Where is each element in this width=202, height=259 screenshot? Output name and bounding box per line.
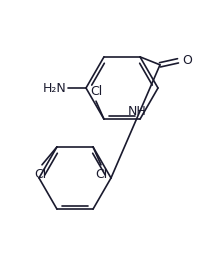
Text: NH: NH [128,105,147,118]
Text: H₂N: H₂N [42,82,66,95]
Text: Cl: Cl [95,168,107,181]
Text: Cl: Cl [90,85,102,98]
Text: Cl: Cl [34,168,46,181]
Text: O: O [182,54,192,67]
